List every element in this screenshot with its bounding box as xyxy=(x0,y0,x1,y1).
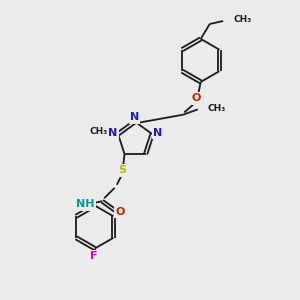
Text: CH₃: CH₃ xyxy=(207,104,226,113)
Text: O: O xyxy=(192,93,201,103)
Text: NH: NH xyxy=(76,199,95,209)
Text: N: N xyxy=(153,128,162,137)
Text: F: F xyxy=(90,251,98,261)
Text: N: N xyxy=(108,128,117,137)
Text: S: S xyxy=(118,166,126,176)
Text: N: N xyxy=(130,112,139,122)
Text: CH₃: CH₃ xyxy=(89,127,107,136)
Text: O: O xyxy=(116,207,125,217)
Text: CH₃: CH₃ xyxy=(234,15,252,24)
